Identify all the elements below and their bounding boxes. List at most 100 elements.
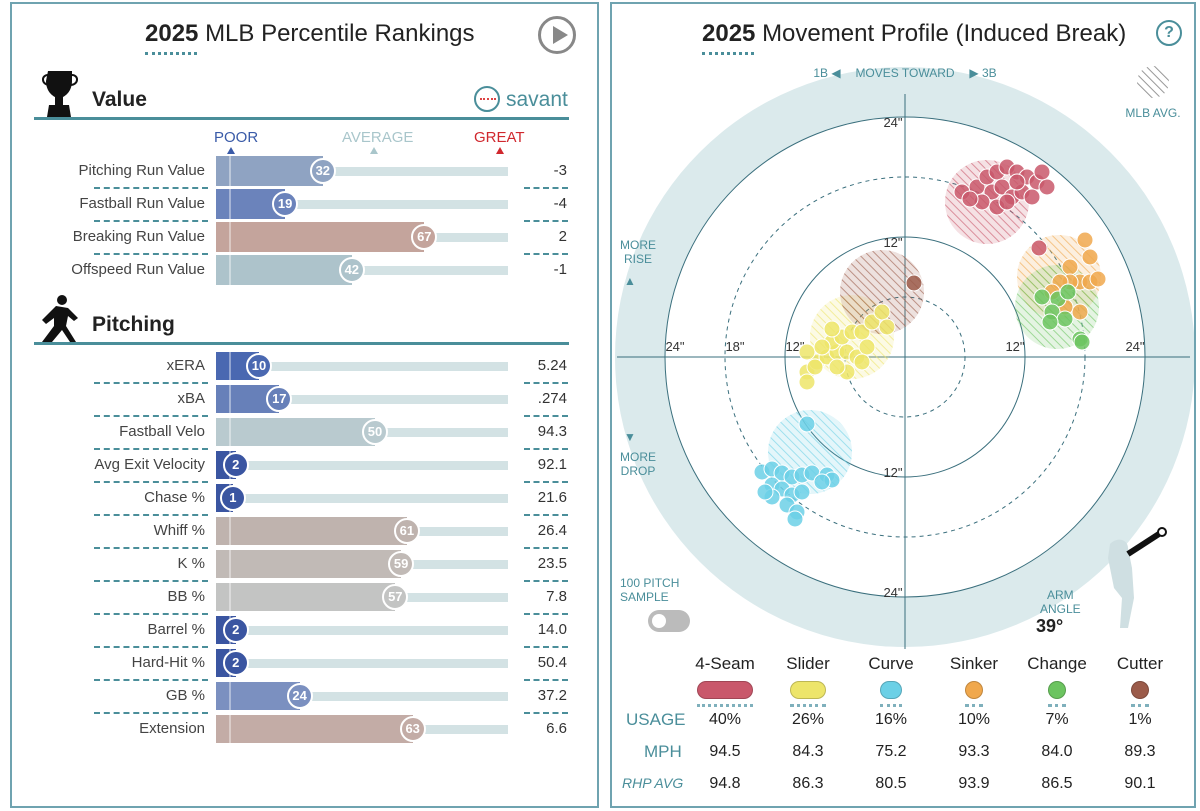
metric-value: -4	[553, 195, 567, 212]
row-separator	[94, 546, 208, 549]
ring-label: 24"	[883, 115, 902, 130]
ring-label: 18"	[725, 339, 744, 354]
row-separator	[524, 711, 568, 714]
percentile-badge[interactable]: 2	[222, 617, 249, 643]
pitch-point-slider	[858, 338, 876, 356]
pitch-color-swatch[interactable]	[789, 681, 827, 699]
percentile-badge[interactable]: 19	[272, 191, 299, 217]
pitch-point-curve	[793, 483, 811, 501]
title-text: Movement Profile (Induced Break)	[762, 20, 1127, 47]
percentile-badge[interactable]: 10	[246, 353, 272, 379]
metric-label: Fastball Run Value	[79, 195, 205, 212]
row-separator	[524, 579, 568, 582]
rise-arrow-icon: ▲	[624, 274, 636, 288]
row-separator	[94, 447, 208, 450]
percentile-track	[216, 200, 508, 209]
metric-label: K %	[177, 555, 205, 572]
more-drop-label: DROP	[621, 464, 656, 478]
percentile-badge[interactable]: 42	[338, 257, 365, 283]
percentile-bar	[216, 222, 425, 252]
savant-logo[interactable]: savant	[506, 88, 568, 111]
more-rise-label: MORE	[620, 238, 656, 252]
pitch-usage: 26%	[791, 711, 825, 728]
arm-angle-label: ARM ANGLE	[1040, 588, 1081, 616]
percentile-badge[interactable]: 61	[393, 518, 420, 544]
pitch-point-curve	[756, 483, 774, 501]
row-separator	[94, 645, 208, 648]
ring-label: 24"	[1125, 339, 1144, 354]
direction-1b: 1B ◀	[813, 66, 841, 80]
poor-guide	[229, 715, 231, 743]
pitch-point-curve	[786, 510, 804, 528]
metric-value: 2	[558, 228, 567, 245]
row-separator	[94, 252, 208, 255]
poor-guide	[229, 352, 231, 380]
pitch-color-swatch[interactable]	[1131, 681, 1149, 699]
percentile-badge[interactable]: 2	[222, 650, 249, 676]
percentile-badge[interactable]: 17	[266, 386, 293, 412]
percentile-badge[interactable]: 2	[222, 452, 249, 478]
percentile-bar	[216, 583, 396, 611]
pitch-point-4-seam	[998, 193, 1016, 211]
percentile-badge[interactable]: 1	[219, 485, 246, 511]
pitch-color-swatch[interactable]	[879, 681, 903, 699]
usage-underline	[789, 704, 827, 707]
pitch-color-swatch[interactable]	[697, 681, 753, 699]
row-separator	[94, 381, 208, 384]
pitch-usage: 40%	[708, 711, 742, 728]
pitch-rhp-avg: 80.5	[875, 775, 907, 792]
pitch-point-change	[1033, 288, 1051, 306]
pitch-type-name: Slider	[786, 654, 830, 673]
pitch-point-4-seam	[961, 190, 979, 208]
poor-guide	[229, 222, 231, 252]
percentile-track	[216, 362, 508, 371]
poor-guide	[229, 583, 231, 611]
percentile-badge[interactable]: 63	[399, 716, 426, 742]
metric-value: 7.8	[546, 588, 567, 605]
pitch-point-4-seam	[1030, 239, 1048, 257]
percentile-badge[interactable]: 50	[362, 419, 388, 445]
percentile-bar	[216, 255, 352, 285]
row-separator	[94, 711, 208, 714]
pitch-color-swatch[interactable]	[965, 681, 983, 699]
percentile-badge[interactable]: 32	[309, 158, 336, 184]
great-marker-icon	[496, 147, 504, 154]
percentile-rankings-panel: 2025 MLB Percentile Rankings Value savan…	[10, 2, 599, 808]
metric-label: Avg Exit Velocity	[94, 456, 205, 473]
pitch-usage: 1%	[1128, 711, 1152, 728]
percentile-badge[interactable]: 59	[388, 551, 415, 577]
pitch-rhp-avg: 86.3	[792, 775, 824, 792]
poor-guide	[229, 682, 231, 710]
pitch-mph: 84.3	[792, 743, 824, 760]
title-underline	[145, 52, 197, 55]
pitch-mph: 93.3	[958, 743, 990, 760]
percentile-badge[interactable]: 24	[286, 683, 313, 709]
trophy-icon	[42, 71, 78, 117]
percentile-badge[interactable]: 57	[382, 584, 409, 610]
sample-toggle[interactable]	[648, 610, 690, 632]
row-separator	[94, 480, 208, 483]
percentile-track	[216, 494, 508, 503]
question-circle-icon[interactable]: ?	[1156, 20, 1182, 46]
rhp-avg-label: RHP AVG	[622, 775, 684, 791]
metric-label: xBA	[177, 390, 205, 407]
more-rise-label: RISE	[624, 252, 652, 266]
arm-angle-pitcher-icon	[1108, 527, 1167, 628]
row-separator	[94, 186, 208, 189]
metric-label: Fastball Velo	[119, 423, 205, 440]
value-section-title: Value	[92, 88, 147, 111]
pitch-mph: 89.3	[1124, 743, 1156, 760]
pitch-type-name: Curve	[868, 654, 914, 673]
percentile-badge[interactable]: 67	[411, 224, 438, 250]
pitch-color-swatch[interactable]	[1048, 681, 1066, 699]
ring-label: 24"	[665, 339, 684, 354]
section-divider	[34, 117, 569, 120]
mlb-avg-label: MLB AVG.	[1125, 106, 1180, 120]
metric-value: 92.1	[537, 456, 567, 473]
baseball-icon	[474, 86, 500, 112]
play-circle-icon[interactable]	[538, 16, 576, 54]
metric-value: -3	[553, 162, 567, 179]
usage-underline	[965, 704, 983, 707]
scale-average-label: AVERAGE	[342, 129, 414, 146]
pitch-mph: 84.0	[1041, 743, 1073, 760]
